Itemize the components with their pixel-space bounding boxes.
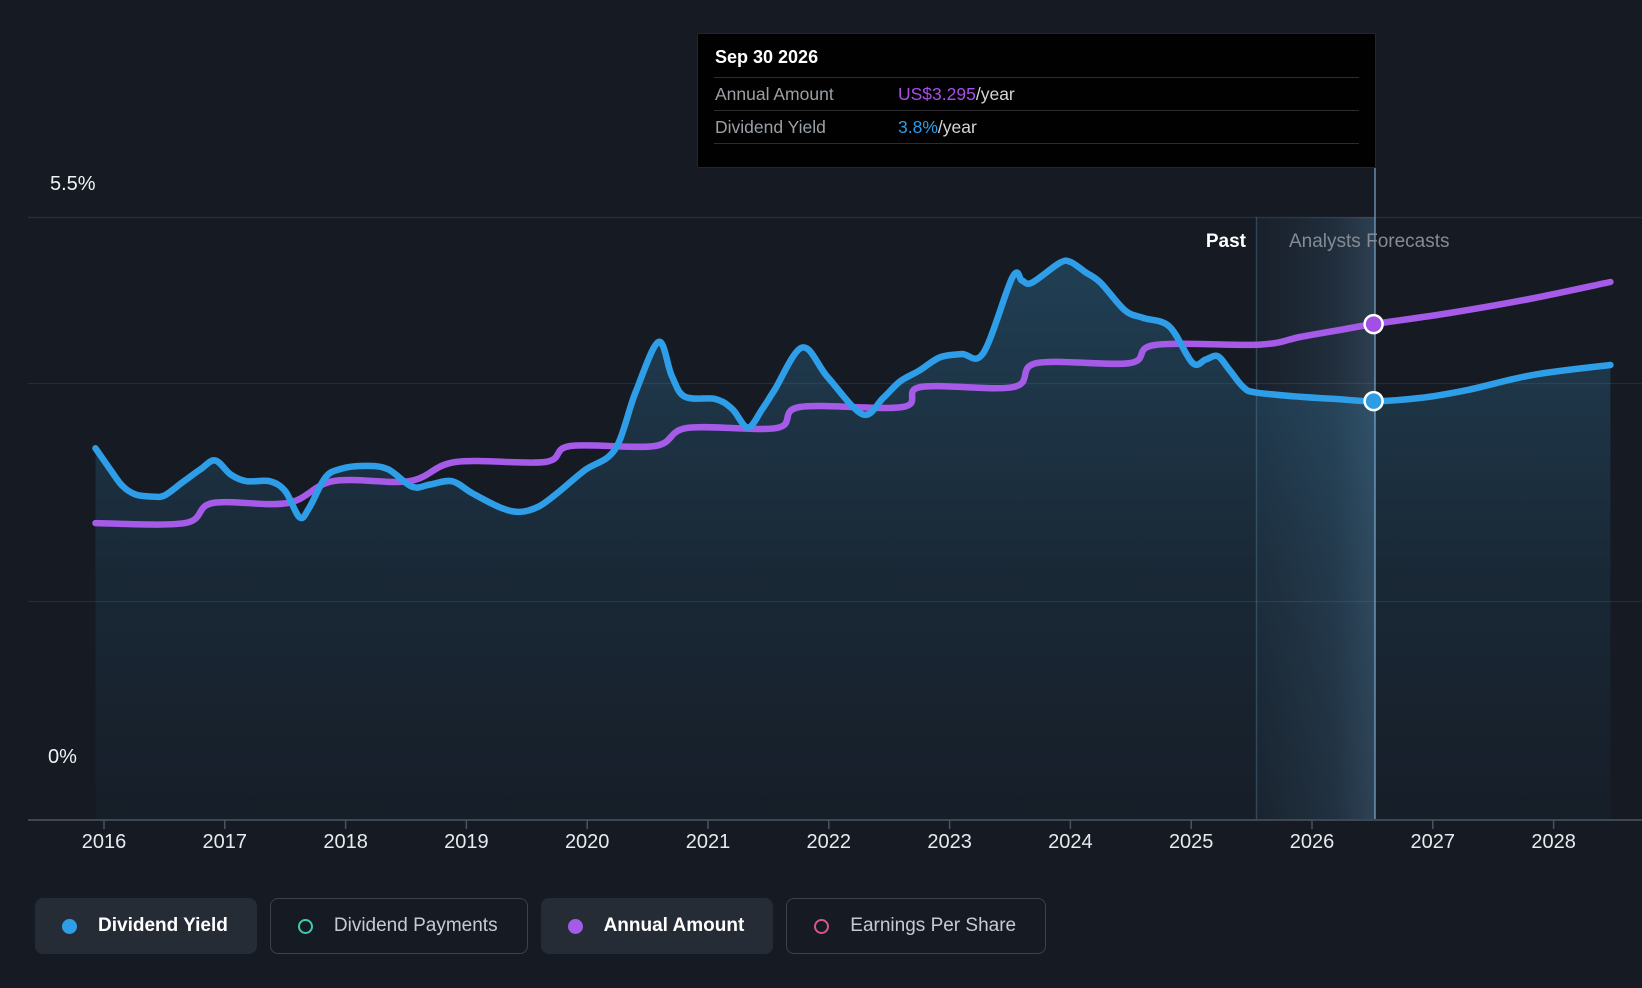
x-axis [28, 819, 1642, 829]
x-axis-label: 2017 [202, 831, 248, 853]
y-axis-max-label: 5.5% [50, 173, 96, 195]
x-axis-label: 2022 [806, 831, 852, 853]
legend-ring-icon [814, 918, 830, 934]
tooltip-value-suffix: /year [937, 116, 977, 137]
x-axis-label: 2023 [927, 831, 972, 853]
x-axis-label: 2026 [1289, 831, 1335, 853]
tooltip-separator [714, 143, 1359, 144]
tooltip-separator [714, 110, 1359, 111]
x-axis-label: 2016 [81, 831, 127, 853]
tooltip-separator [714, 77, 1359, 78]
legend-dot-icon [567, 918, 583, 934]
x-axis-label: 2018 [323, 831, 368, 853]
legend-chip-label: Dividend Yield [98, 915, 228, 936]
x-axis-label: 2025 [1168, 831, 1214, 853]
tooltip-label: Annual Amount [715, 83, 834, 104]
yield-area-fill [95, 260, 1611, 820]
legend-chip-annual-amount[interactable]: Annual Amount [540, 898, 774, 954]
x-axis-label: 2024 [1048, 831, 1093, 853]
legend-chip-label: Dividend Payments [333, 915, 498, 936]
y-axis-min-label: 0% [48, 746, 77, 768]
tooltip-value-suffix: /year [975, 83, 1015, 104]
legend-ring-icon [297, 918, 313, 934]
x-axis-label: 2021 [685, 831, 731, 853]
tooltip-row-annual-amount: Annual Amount US$3.295/year [698, 78, 1375, 110]
legend-chip-dividend-yield[interactable]: Dividend Yield [35, 898, 257, 954]
dividend-yield-marker [1363, 390, 1384, 412]
x-axis-label: 2020 [564, 831, 610, 853]
past-zone-label: Past [1205, 231, 1246, 252]
tooltip-row-dividend-yield: Dividend Yield 3.8%/year [698, 111, 1375, 143]
annual-amount-marker [1363, 313, 1384, 335]
x-axis-labels: 2016 2017 2018 2019 2020 2021 2022 2023 2024 2025… [0, 831, 1642, 857]
legend-chip-earnings-per-share[interactable]: Earnings Per Share [786, 898, 1047, 954]
x-axis-label: 2019 [444, 831, 489, 853]
x-axis-label: 2028 [1531, 831, 1576, 853]
tooltip-value: 3.8% [898, 116, 938, 137]
chart-tooltip: Sep 30 2026 Annual Amount US$3.295/year … [697, 33, 1376, 168]
legend-chip-label: Earnings Per Share [850, 915, 1017, 936]
tooltip-date: Sep 30 2026 [715, 47, 819, 67]
tooltip-value: US$3.295 [898, 83, 976, 104]
forecast-zone-label: Analysts Forecasts [1289, 231, 1450, 252]
tooltip-label: Dividend Yield [715, 116, 826, 137]
dividend-yield-line [92, 257, 1614, 522]
legend-chip-label: Annual Amount [603, 915, 745, 936]
legend-chip-dividend-payments[interactable]: Dividend Payments [269, 898, 528, 954]
legend-dot-icon [62, 918, 77, 934]
chart-legend: Dividend Yield Dividend Payments Annual Am… [35, 898, 1047, 954]
x-axis-label: 2027 [1410, 831, 1456, 853]
